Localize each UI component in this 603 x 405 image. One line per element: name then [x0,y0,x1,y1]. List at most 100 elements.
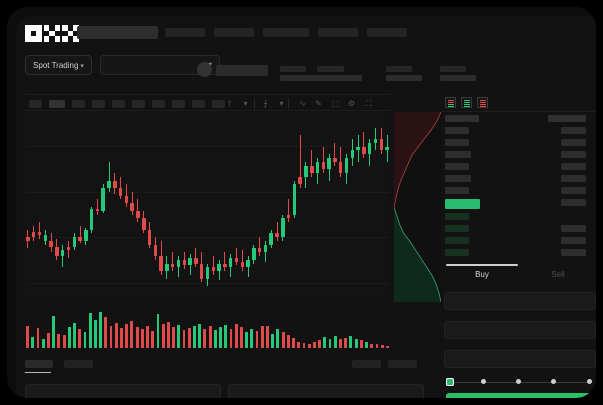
orderbook-row[interactable] [441,151,596,159]
candle [339,112,343,302]
okx-logo[interactable] [25,25,79,42]
volume-bar [380,345,384,348]
orderbook-size-cell [561,139,586,146]
candlestick-chart[interactable] [25,112,390,302]
timeframe-8[interactable] [172,100,185,108]
orderbook-header-row [441,115,596,123]
amount-percent-slider[interactable] [446,378,594,386]
wave-icon[interactable]: ∿ [299,99,306,108]
slider-node-75[interactable] [551,379,556,384]
timeframe-9[interactable] [192,100,205,108]
slider-node-50[interactable] [516,379,521,384]
volume-bar [104,317,108,348]
chevron-down-icon[interactable]: ▾ [279,99,284,108]
timeframe-1[interactable] [29,100,42,108]
volume-bar [182,330,186,348]
orderbook-row[interactable] [441,127,596,135]
orderbook-row[interactable] [441,249,596,257]
submit-order-button[interactable] [446,393,594,398]
timeframe-5[interactable] [112,100,125,108]
slider-node-25[interactable] [481,379,486,384]
candle [310,112,314,302]
volume-bar [140,329,144,348]
volume-bar [224,324,228,348]
volume-bar [281,332,285,348]
indicators-icon[interactable]: ⨍ [263,99,268,108]
candle [205,112,210,302]
tab-sell[interactable]: Sell [551,270,565,279]
volume-bar [73,322,76,348]
market-type-button[interactable]: Spot Trading ▾ [25,55,92,75]
timeframe-2[interactable] [49,100,65,108]
lower-tab-open-orders[interactable] [25,360,53,368]
fullscreen-icon[interactable]: ⛶ [365,99,372,108]
slider-node-100[interactable] [587,379,592,384]
candle [136,112,140,302]
bottom-panel-right[interactable] [228,384,424,398]
candle [263,112,268,302]
orderbook-spread-row[interactable] [441,199,596,209]
pair-avatar [197,62,212,77]
timeframe-6[interactable] [132,100,145,108]
volume-bar [375,344,379,348]
volume-bar [234,324,238,348]
nav-item-2[interactable] [214,28,254,37]
orderbook-row[interactable] [441,139,596,147]
order-total-field[interactable] [444,350,596,368]
candle [252,112,256,302]
order-price-field[interactable] [444,292,596,310]
orderbook-bids-icon[interactable] [461,97,472,108]
orderbook-row[interactable] [441,213,596,221]
pencil-icon[interactable]: ✎ [315,99,322,108]
nav-item-1[interactable] [165,28,205,37]
stat-key [386,66,412,72]
volume-bar [276,329,280,348]
chevron-down-icon[interactable]: ▾ [243,99,248,108]
orderbook-row[interactable] [441,187,596,195]
candle [188,112,192,302]
volume-bar [130,321,134,348]
timeframe-3[interactable] [72,100,85,108]
orderbook-both-icon[interactable] [445,97,456,108]
orderbook-size-cell [561,199,586,206]
toolbar-divider [254,98,255,109]
settings-icon[interactable]: ⚙ [347,99,356,108]
volume-bar [83,332,87,348]
lower-tab-order-history[interactable] [64,360,93,368]
orderbook-row[interactable] [441,175,596,183]
orderbook-row[interactable] [441,163,596,171]
orderbook-price-cell [445,127,469,134]
nav-item-3[interactable] [263,28,309,37]
orderbook-asks-icon[interactable] [477,97,488,108]
orderbook-rows[interactable] [441,115,596,263]
candle [130,112,134,302]
lower-action-1[interactable] [352,360,381,368]
orderbook-size-cell [561,163,586,170]
volume-bar [365,341,368,348]
active-tab-indicator [25,372,51,373]
chart-toolbar: ⫯ ▾ ⨍ ▾ ∿ ✎ ⬚ ⚙ ⛶ [25,94,390,111]
candle [344,112,349,302]
volume-bar [114,322,118,348]
orderbook-row[interactable] [441,225,596,233]
search-input[interactable] [77,26,158,39]
volume-bar [135,327,139,348]
candle [182,112,187,302]
candle [240,112,244,302]
tab-buy[interactable]: Buy [475,270,489,279]
orderbook-row[interactable] [441,237,596,245]
order-amount-field[interactable] [444,321,596,339]
volume-bar [187,327,191,348]
slider-handle[interactable] [446,378,454,386]
volume-bar [57,333,61,348]
volume-bar [349,336,353,348]
volume-bar [213,330,217,348]
lower-action-2[interactable] [388,360,417,368]
camera-icon[interactable]: ⬚ [331,99,340,108]
timeframe-4[interactable] [92,100,105,108]
nav-item-4[interactable] [318,28,358,37]
timeframe-7[interactable] [152,100,165,108]
nav-item-5[interactable] [367,28,407,37]
candle-type-icon[interactable]: ⫯ [227,99,232,108]
bottom-panel-left[interactable] [25,384,221,398]
